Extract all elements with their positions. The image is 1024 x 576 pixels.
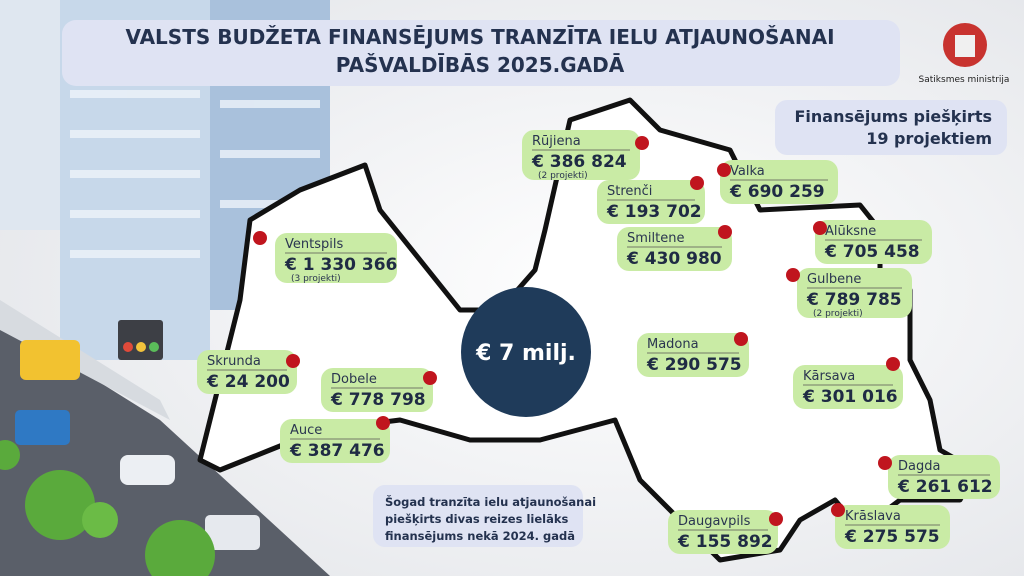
note-text: piešķirts divas reizes lielāks <box>385 512 568 526</box>
note-text: finansējums nekā 2024. gadā <box>385 529 575 543</box>
amount: € 387 476 <box>289 441 385 461</box>
municipality-name: Gulbene <box>807 272 861 287</box>
location-dot <box>286 354 300 368</box>
location-dot <box>831 503 845 517</box>
municipality-name: Smiltene <box>627 231 684 246</box>
amount: € 1 330 366 <box>284 255 397 275</box>
total-text: € 7 milj. <box>475 341 576 366</box>
amount: € 261 612 <box>897 477 993 497</box>
location-dot <box>253 231 267 245</box>
municipality-name: Madona <box>647 337 699 352</box>
location-dot <box>423 371 437 385</box>
total-circle <box>461 287 591 417</box>
label-box <box>797 268 912 318</box>
location-dot <box>769 512 783 526</box>
amount: € 690 259 <box>729 182 825 202</box>
summary-text: 19 projektiem <box>866 129 992 148</box>
location-dot <box>690 176 704 190</box>
location-dot <box>813 221 827 235</box>
municipality-name: Strenči <box>607 184 652 199</box>
location-dot <box>635 136 649 150</box>
logo <box>943 23 987 67</box>
municipality-name: Rūjiena <box>532 134 581 149</box>
location-dot <box>376 416 390 430</box>
location-dot <box>886 357 900 371</box>
amount: € 301 016 <box>802 387 898 407</box>
location-dot <box>717 163 731 177</box>
label-box <box>597 180 705 224</box>
amount: € 386 824 <box>531 152 627 172</box>
label-box <box>888 455 1000 499</box>
label-box <box>280 419 390 463</box>
label-box <box>720 160 838 204</box>
project-note: (3 projekti) <box>291 274 341 284</box>
amount: € 430 980 <box>626 249 722 269</box>
municipality-labels: Rūjiena€ 386 824(2 projekti)Strenči€ 193… <box>197 130 1000 554</box>
project-note: (2 projekti) <box>538 171 588 181</box>
municipality-name: Auce <box>290 423 322 438</box>
amount: € 705 458 <box>824 242 920 262</box>
amount: € 24 200 <box>206 372 290 392</box>
label-box <box>617 227 732 271</box>
municipality-name: Daugavpils <box>678 514 751 529</box>
summary-text: Finansējums piešķirts <box>794 107 992 126</box>
label-box <box>197 350 297 394</box>
municipality-name: Krāslava <box>845 509 901 524</box>
amount: € 193 702 <box>606 202 702 222</box>
label-box <box>275 233 397 283</box>
amount: € 290 575 <box>646 355 742 375</box>
amount: € 155 892 <box>677 532 773 552</box>
label-box <box>637 333 749 377</box>
amount: € 789 785 <box>806 290 902 310</box>
label-box <box>321 368 433 412</box>
municipality-name: Dagda <box>898 459 940 474</box>
label-box <box>815 220 932 264</box>
note-box <box>373 485 583 547</box>
municipality-name: Dobele <box>331 372 377 387</box>
title-box <box>62 20 900 86</box>
location-dot <box>878 456 892 470</box>
municipality-name: Valka <box>730 164 765 179</box>
location-dot <box>734 332 748 346</box>
municipality-name: Skrunda <box>207 354 261 369</box>
amount: € 275 575 <box>844 527 940 547</box>
municipality-name: Kārsava <box>803 369 855 384</box>
municipality-name: Ventspils <box>285 237 343 252</box>
summary-box <box>775 100 1007 155</box>
title: PAŠVALDĪBĀS 2025.GADĀ <box>336 53 625 77</box>
label-box <box>668 510 778 554</box>
label-box <box>522 130 640 180</box>
amount: € 778 798 <box>330 390 426 410</box>
note-text: Šogad tranzīta ielu atjaunošanai <box>385 494 596 509</box>
title: VALSTS BUDŽETA FINANSĒJUMS TRANZĪTA IELU… <box>125 25 834 49</box>
location-dot <box>718 225 732 239</box>
label-box <box>793 365 903 409</box>
municipality-name: Alūksne <box>825 224 876 239</box>
label-box <box>835 505 950 549</box>
location-dot <box>786 268 800 282</box>
project-note: (2 projekti) <box>813 309 863 319</box>
logo-text: Satiksmes ministrija <box>919 75 1010 85</box>
